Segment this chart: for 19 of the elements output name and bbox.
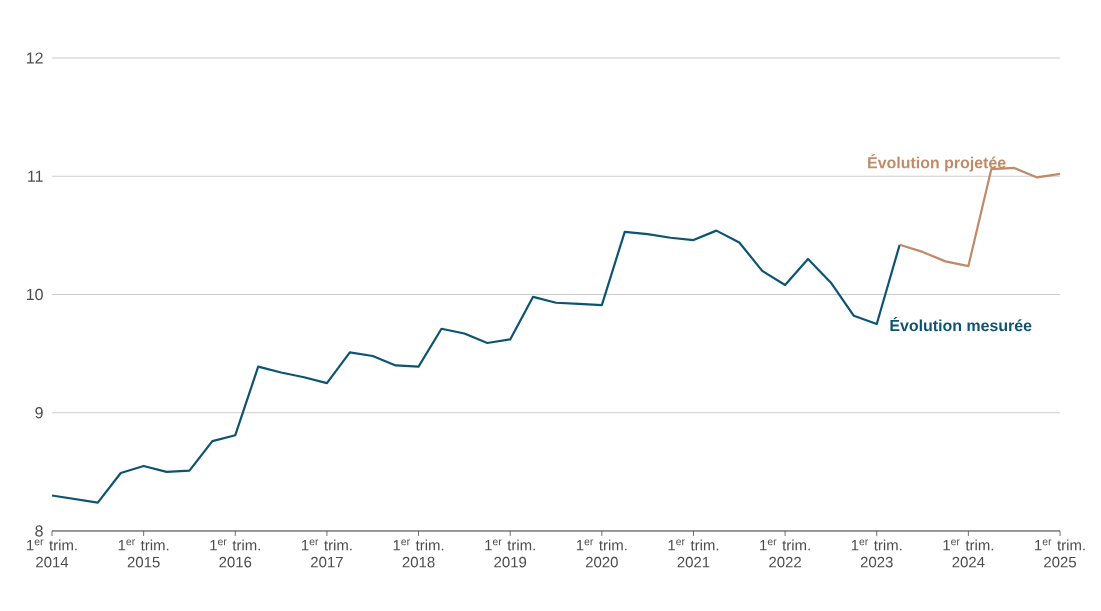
- x-tick-label: 1$^{er}$ trim. 2021: [668, 539, 719, 568]
- x-tick-label: 1$^{er}$ trim. 2022: [760, 539, 810, 568]
- series-label: Évolution mesurée: [890, 316, 1032, 332]
- series-label: Évolution projetée: [868, 154, 1006, 172]
- x-tick-label: 1$^{er}$ trim. 2018: [393, 539, 444, 568]
- x-tick-label: 1$^{er}$ trim. 2017: [301, 539, 352, 568]
- y-tick-label: 11: [28, 170, 43, 182]
- x-tick-label: 1$^{er}$ trim. 2024: [943, 539, 994, 568]
- y-tick-label: 9: [35, 407, 43, 419]
- x-tick-label: 1$^{er}$ trim. 2014: [27, 539, 77, 568]
- y-tick-label: 10: [26, 288, 43, 301]
- x-tick-label: 1$^{er}$ trim. 2015: [118, 539, 169, 568]
- y-tick-label: 12: [26, 52, 43, 64]
- x-tick-label: 1$^{er}$ trim. 2019: [485, 539, 535, 568]
- x-tick-label: 1$^{er}$ trim. 2023: [851, 539, 902, 568]
- x-tick-label: 1$^{er}$ trim. 2025: [1035, 539, 1085, 568]
- y-tick-label: 8: [35, 525, 43, 537]
- x-tick-label: 1$^{er}$ trim. 2020: [576, 539, 627, 568]
- x-tick-label: 1$^{er}$ trim. 2016: [210, 539, 260, 568]
